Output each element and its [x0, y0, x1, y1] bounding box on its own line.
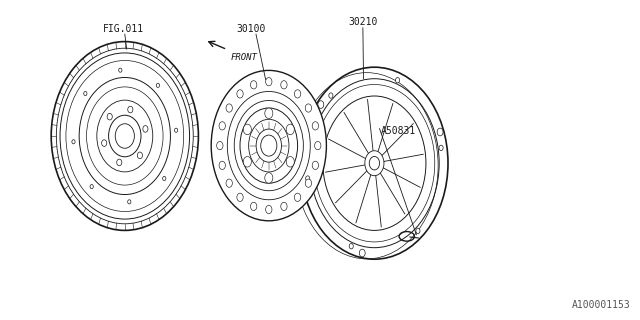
Ellipse shape: [396, 77, 399, 83]
Ellipse shape: [72, 140, 75, 144]
Text: 30100: 30100: [237, 24, 266, 34]
Ellipse shape: [84, 92, 87, 96]
Ellipse shape: [156, 83, 159, 87]
Text: FIG.011: FIG.011: [102, 24, 143, 34]
Ellipse shape: [102, 140, 107, 146]
Ellipse shape: [128, 106, 133, 113]
Ellipse shape: [109, 115, 141, 157]
Ellipse shape: [138, 152, 143, 159]
Ellipse shape: [240, 108, 298, 183]
Ellipse shape: [281, 81, 287, 89]
Ellipse shape: [237, 193, 243, 202]
Ellipse shape: [416, 228, 420, 234]
Ellipse shape: [219, 161, 225, 170]
Ellipse shape: [439, 145, 443, 150]
Ellipse shape: [286, 156, 294, 167]
Ellipse shape: [305, 104, 312, 112]
Ellipse shape: [265, 108, 273, 118]
Text: A100001153: A100001153: [572, 300, 630, 310]
Ellipse shape: [237, 90, 243, 98]
Ellipse shape: [315, 141, 321, 150]
Ellipse shape: [250, 81, 257, 89]
Ellipse shape: [226, 104, 232, 112]
Ellipse shape: [301, 67, 448, 259]
Ellipse shape: [365, 151, 384, 176]
Ellipse shape: [217, 141, 223, 150]
Ellipse shape: [107, 113, 112, 120]
Ellipse shape: [305, 179, 312, 187]
Ellipse shape: [318, 101, 324, 108]
Ellipse shape: [266, 205, 272, 214]
Ellipse shape: [243, 156, 252, 167]
Ellipse shape: [118, 68, 122, 72]
Ellipse shape: [143, 126, 148, 132]
Ellipse shape: [329, 93, 333, 98]
Ellipse shape: [294, 193, 301, 202]
Ellipse shape: [243, 124, 252, 135]
Ellipse shape: [211, 70, 326, 221]
Ellipse shape: [256, 129, 282, 162]
Text: 30210: 30210: [349, 17, 378, 27]
Ellipse shape: [250, 202, 257, 211]
Ellipse shape: [266, 77, 272, 86]
Ellipse shape: [359, 249, 365, 257]
Ellipse shape: [90, 185, 93, 189]
Ellipse shape: [286, 124, 294, 135]
Ellipse shape: [312, 161, 319, 170]
Ellipse shape: [312, 122, 319, 130]
Ellipse shape: [116, 159, 122, 166]
Ellipse shape: [226, 179, 232, 187]
Ellipse shape: [265, 173, 273, 183]
Ellipse shape: [163, 176, 166, 180]
Ellipse shape: [306, 176, 310, 181]
Text: FRONT: FRONT: [230, 53, 257, 62]
Ellipse shape: [219, 122, 225, 130]
Ellipse shape: [281, 202, 287, 211]
Ellipse shape: [51, 42, 198, 230]
Ellipse shape: [294, 90, 301, 98]
Text: A50831: A50831: [381, 126, 416, 136]
Ellipse shape: [349, 244, 353, 249]
Ellipse shape: [175, 128, 178, 132]
Ellipse shape: [437, 128, 443, 136]
Ellipse shape: [127, 200, 131, 204]
